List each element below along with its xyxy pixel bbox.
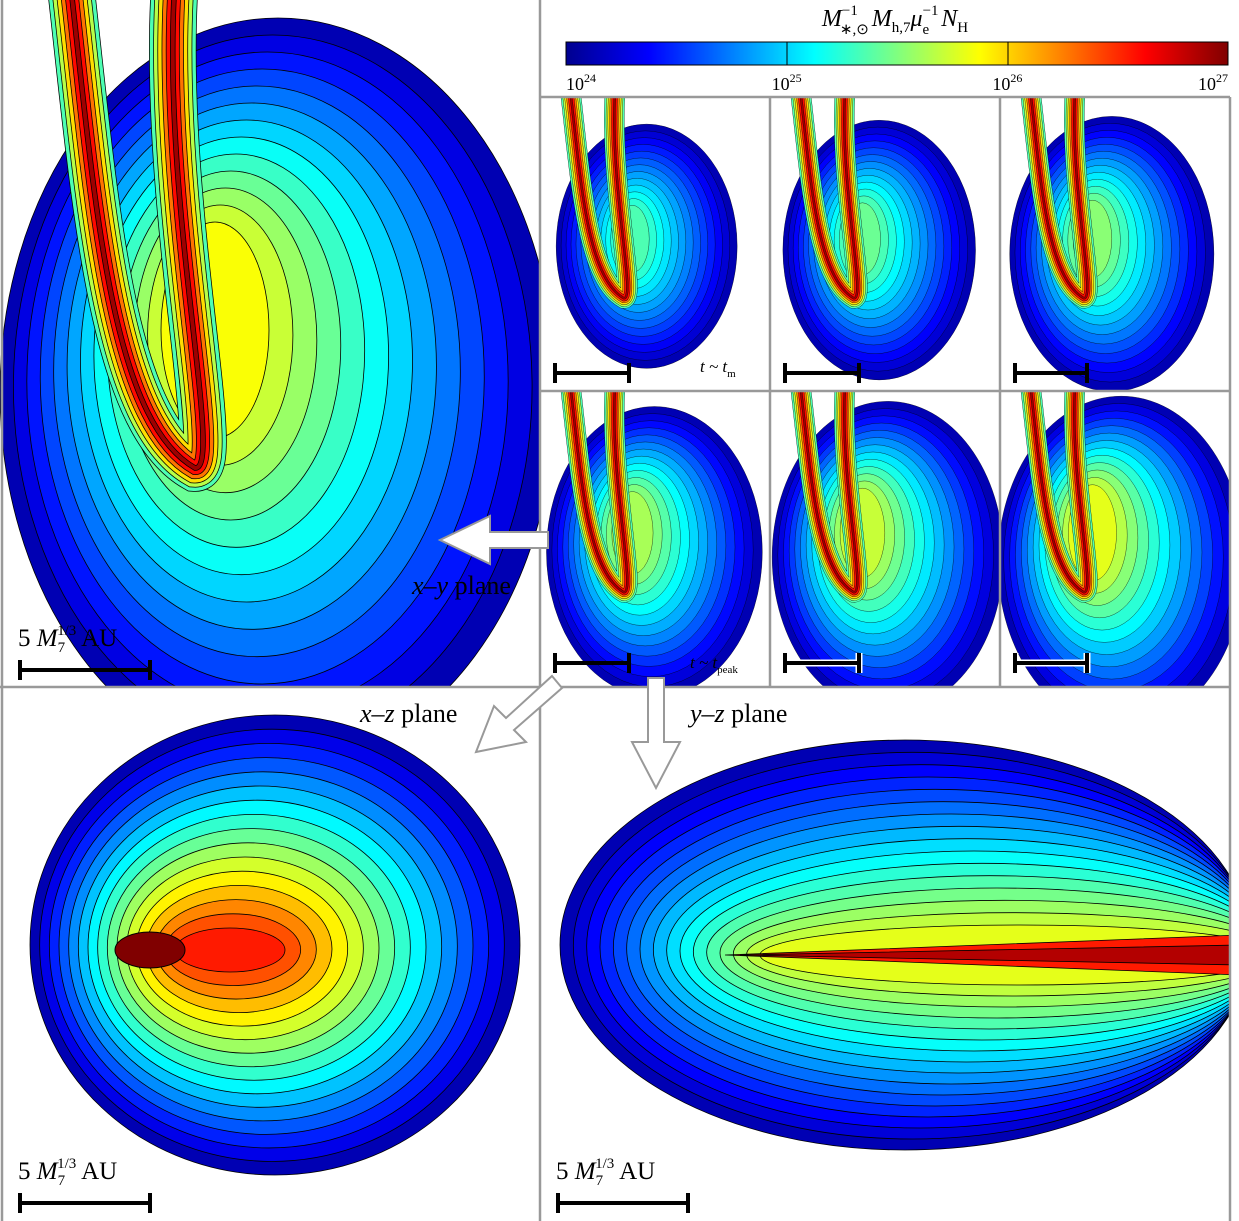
tick-exponent: 27 [1216,71,1228,85]
arrow-down [632,678,680,788]
contour-level [175,928,285,972]
snapshot-content [546,382,762,697]
plane-label: y–z plane [687,699,787,728]
tick-base: 10 [1198,74,1216,94]
snapshot-map [783,88,976,380]
snapshot-content [998,382,1239,728]
density-maps [0,0,1239,1175]
snapshot-content [1010,88,1214,391]
snapshot-content [783,88,976,380]
scale-bar-label: 5 M71/3 AU [556,1156,655,1189]
snapshot-map [546,382,762,697]
tick-base: 10 [992,74,1010,94]
snapshot-content [556,88,737,368]
plane-label: x–z plane [359,699,457,728]
tick-base: 10 [772,74,790,94]
tick-exponent: 25 [790,71,802,85]
yz-map [560,740,1239,1150]
colorbar-tick-label: 1027 [1198,71,1228,94]
colorbar-tick-label: 1025 [772,71,802,94]
colorbar-tick-label: 1024 [566,71,596,94]
scale-bar-label: 5 M71/3 AU [18,1156,117,1189]
colorbar-scale [566,42,1228,65]
xz-map [30,715,520,1175]
core [115,932,185,968]
tick-exponent: 26 [1010,71,1022,85]
snapshot-map [998,382,1239,728]
plane-label: x–y plane [411,571,511,600]
tick-base: 10 [566,74,584,94]
snapshot-map [1010,88,1214,391]
figure: M−1∗,⊙Mh,7μ−1eNH 1024102510261027 x–y pl… [0,0,1239,1221]
snapshot-map [556,88,737,368]
scale-bar-label: 5 M71/3 AU [18,623,117,656]
tick-exponent: 24 [584,71,596,85]
time-label: t ~ tm [700,357,736,380]
colorbar-tick-label: 1026 [992,71,1022,94]
